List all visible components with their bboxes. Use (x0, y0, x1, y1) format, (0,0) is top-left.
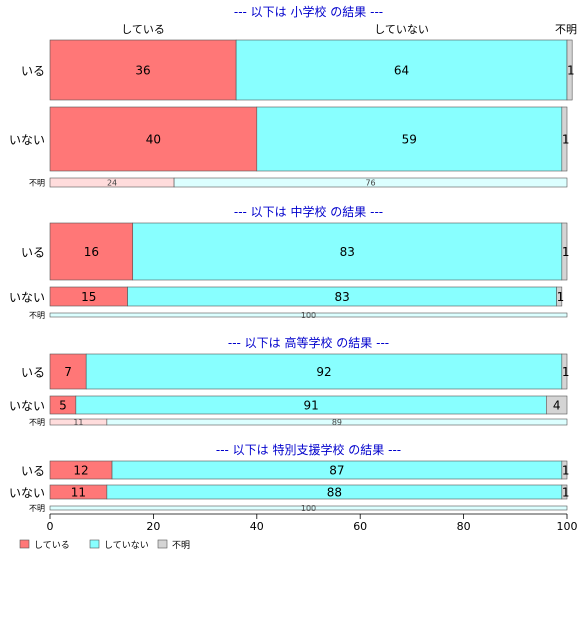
data-label: 4 (553, 399, 561, 413)
segment-shiteinai (106, 418, 568, 426)
x-tick-label: 80 (457, 520, 471, 533)
segment-shiteinai (132, 222, 563, 281)
segment-fumei (561, 106, 568, 172)
row-label: いる (21, 366, 45, 380)
row-label: いる (21, 246, 45, 260)
data-label: 91 (303, 399, 318, 413)
data-label: 1 (562, 486, 570, 500)
x-tick-label: 60 (353, 520, 367, 533)
segment-fumei (561, 353, 568, 390)
data-label: 89 (332, 418, 342, 427)
data-label: 36 (135, 64, 150, 78)
x-tick-label: 100 (557, 520, 578, 533)
x-tick-label: 40 (250, 520, 264, 533)
row-label: いる (21, 64, 45, 78)
data-label: 83 (334, 290, 349, 304)
data-label: 11 (73, 418, 83, 427)
x-tick-label: 0 (47, 520, 54, 533)
segment-shiteiru (49, 353, 87, 390)
segment-fumei (561, 460, 568, 480)
row-label: いない (9, 399, 45, 413)
data-label: 1 (562, 365, 570, 379)
data-label: 64 (394, 64, 409, 78)
data-label: 15 (81, 290, 96, 304)
data-label: 100 (301, 311, 316, 320)
row-label: いる (21, 464, 45, 478)
column-header-shiteiru: している (121, 23, 165, 36)
data-label: 1 (562, 464, 570, 478)
segment-shiteinai (49, 505, 568, 511)
legend-label: 不明 (172, 540, 190, 551)
row-label: 不明 (29, 504, 45, 513)
data-label: 1 (557, 290, 565, 304)
legend-swatch (19, 539, 30, 549)
data-label: 1 (562, 133, 570, 147)
group-title: --- 以下は 小学校 の結果 --- (234, 4, 383, 19)
data-label: 87 (329, 464, 344, 478)
data-label: 5 (59, 399, 67, 413)
segment-fumei (566, 39, 573, 101)
group-title: --- 以下は 高等学校 の結果 --- (228, 335, 389, 350)
segment-shiteinai (49, 312, 568, 318)
data-label: 1 (567, 64, 575, 78)
data-label: 7 (64, 365, 72, 379)
segment-fumei (561, 484, 568, 500)
legend-swatch (157, 539, 168, 549)
legend-label: していない (104, 540, 149, 551)
segment-shiteiru (49, 39, 237, 101)
group-title: --- 以下は 特別支援学校 の結果 --- (216, 442, 401, 457)
data-label: 24 (107, 179, 117, 188)
data-label: 59 (402, 133, 417, 147)
column-header-shiteinai: していない (374, 23, 429, 36)
data-label: 40 (146, 133, 161, 147)
x-tick-label: 20 (146, 520, 160, 533)
data-label: 1 (562, 245, 570, 259)
data-label: 12 (73, 464, 88, 478)
segment-fumei (556, 286, 563, 307)
row-label: 不明 (29, 179, 45, 188)
legend-swatch (89, 539, 100, 549)
row-label: 不明 (29, 418, 45, 427)
row-label: いない (9, 486, 45, 500)
segment-fumei (561, 222, 568, 281)
data-label: 16 (84, 245, 99, 259)
data-label: 76 (365, 179, 375, 188)
row-label: いない (9, 133, 45, 147)
segment-fumei (546, 395, 568, 415)
data-label: 88 (327, 486, 342, 500)
segment-shiteinai (256, 106, 563, 172)
data-label: 92 (316, 365, 331, 379)
data-label: 83 (340, 245, 355, 259)
legend-label: している (34, 540, 70, 551)
segment-shiteiru (49, 222, 134, 281)
row-label: 不明 (29, 311, 45, 320)
row-label: いない (9, 291, 45, 305)
data-label: 100 (301, 504, 316, 513)
segment-shiteinai (173, 177, 568, 188)
segment-shiteinai (85, 353, 563, 390)
segment-shiteinai (235, 39, 568, 101)
group-title: --- 以下は 中学校 の結果 --- (234, 204, 383, 219)
column-header-fumei: 不明 (555, 23, 577, 36)
data-label: 11 (71, 486, 86, 500)
